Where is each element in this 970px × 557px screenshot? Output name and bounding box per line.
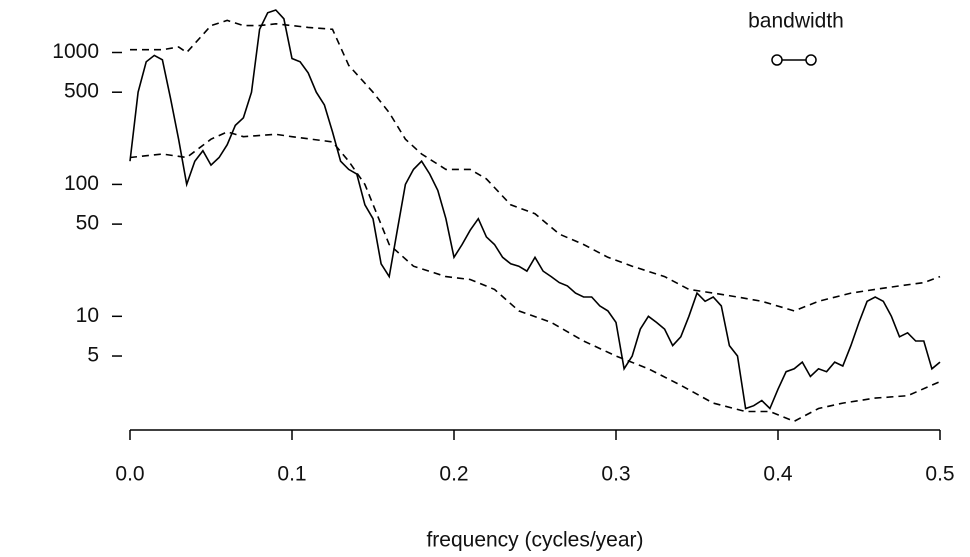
y-tick-label: 50 (76, 212, 99, 235)
x-tick-label: 0.0 (115, 463, 144, 486)
confidence-band (130, 19, 941, 312)
bandwidth-end (771, 54, 783, 66)
x-tick-label: 0.5 (925, 463, 954, 486)
bandwidth-label: bandwidth (748, 10, 844, 33)
spectrum-line (129, 9, 941, 410)
y-tick-label: 10 (76, 304, 99, 327)
y-tick-label: 500 (64, 80, 99, 103)
x-axis-label: frequency (cycles/year) (426, 529, 643, 552)
bandwidth-end (805, 54, 817, 66)
x-tick-label: 0.3 (601, 463, 630, 486)
x-tick-label: 0.1 (277, 463, 306, 486)
x-tick-label: 0.2 (439, 463, 468, 486)
y-tick-label: 100 (64, 172, 99, 195)
y-tick-label: 1000 (52, 40, 99, 63)
confidence-band (129, 131, 941, 423)
x-tick-label: 0.4 (763, 463, 793, 486)
y-tick-label: 5 (87, 344, 99, 367)
